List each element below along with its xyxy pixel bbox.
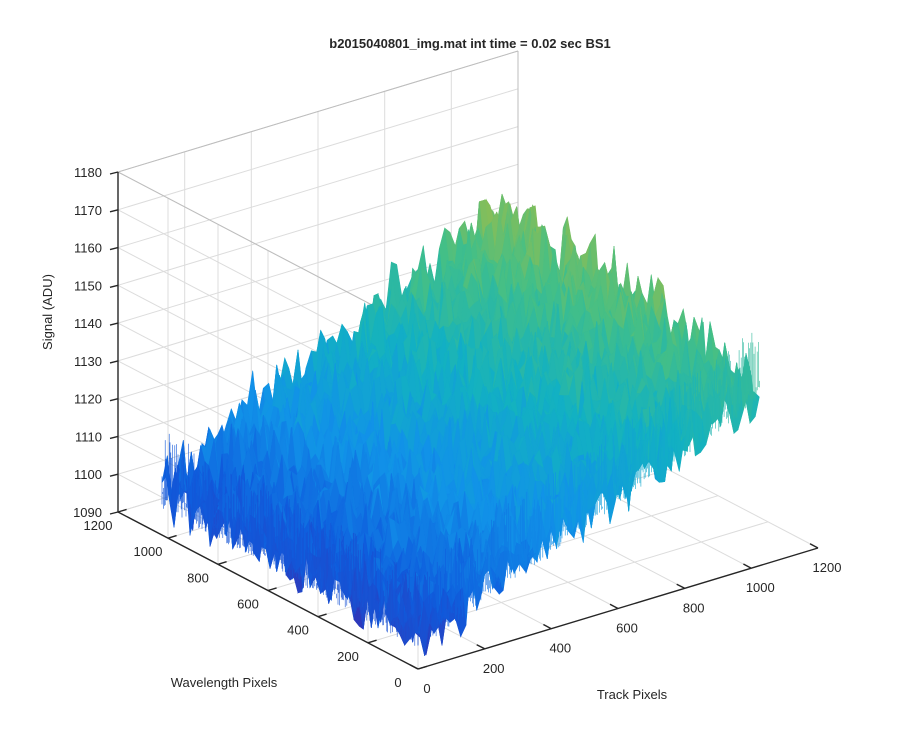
x-tick: [676, 583, 686, 589]
y-tick-label: 600: [237, 597, 259, 612]
z-tick: [109, 398, 119, 402]
y-tick: [217, 561, 227, 565]
x-tick-label: 200: [483, 661, 505, 676]
z-tick-label: 1140: [74, 316, 102, 331]
y-tick: [167, 534, 177, 539]
x-tick: [543, 623, 552, 630]
z-tick: [109, 473, 119, 477]
x-tick-label: 600: [616, 621, 638, 636]
box-edge: [117, 50, 519, 173]
x-axis-title: Track Pixels: [597, 687, 668, 702]
y-tick-label: 400: [287, 623, 309, 638]
y-tick-label: 200: [337, 649, 359, 664]
z-tick-label: 1150: [74, 278, 102, 293]
grid-line: [117, 88, 519, 211]
z-axis-title: Signal (ADU): [40, 274, 55, 350]
z-tick: [109, 511, 119, 515]
box-edge: [117, 171, 419, 330]
x-tick: [409, 664, 419, 670]
x-tick-label: 400: [549, 641, 571, 656]
x-tick: [609, 603, 619, 610]
grid-line: [117, 163, 519, 286]
z-tick-label: 1170: [74, 203, 102, 218]
surface-mesh: [161, 193, 760, 656]
x-tick: [809, 543, 819, 549]
z-tick: [109, 246, 119, 251]
tick-labels: 0 200 400 600 800 1000 1200 0 200 400 600 800 1000 12…: [73, 165, 841, 696]
z-tick: [109, 435, 119, 440]
z-tick: [109, 360, 119, 364]
axes: [109, 171, 819, 670]
z-tick: [109, 322, 119, 326]
y-tick: [317, 613, 327, 618]
x-tick-label: 1000: [746, 580, 775, 595]
z-tick-label: 1130: [74, 354, 102, 369]
z-tick-label: 1160: [74, 241, 102, 256]
y-tick: [117, 508, 127, 513]
y-tick: [367, 639, 377, 644]
x-tick-label: 800: [683, 600, 705, 615]
x-tick: [743, 563, 752, 569]
y-tick-label: 800: [187, 570, 209, 585]
x-tick: [476, 644, 486, 650]
y-axis-title: Wavelength Pixels: [171, 675, 278, 690]
grid-line: [117, 126, 519, 249]
y-tick: [417, 665, 427, 670]
y-tick-label: 1200: [84, 518, 113, 533]
z-tick: [109, 209, 119, 213]
x-tick-label: 1200: [813, 560, 842, 575]
z-tick-label: 1180: [74, 165, 102, 180]
y-tick: [267, 587, 277, 592]
y-tick-label: 1000: [134, 544, 163, 559]
x-tick-label: 0: [423, 681, 430, 696]
z-tick-label: 1090: [73, 505, 102, 520]
z-tick-label: 1120: [74, 392, 102, 407]
chart-title: b2015040801_img.mat int time = 0.02 sec …: [329, 36, 610, 51]
z-tick: [109, 284, 119, 288]
grid-line: [117, 201, 519, 324]
z-tick: [109, 171, 119, 175]
y-tick-label: 0: [394, 675, 401, 690]
z-tick-label: 1110: [75, 429, 102, 444]
z-tick-label: 1100: [74, 467, 102, 482]
